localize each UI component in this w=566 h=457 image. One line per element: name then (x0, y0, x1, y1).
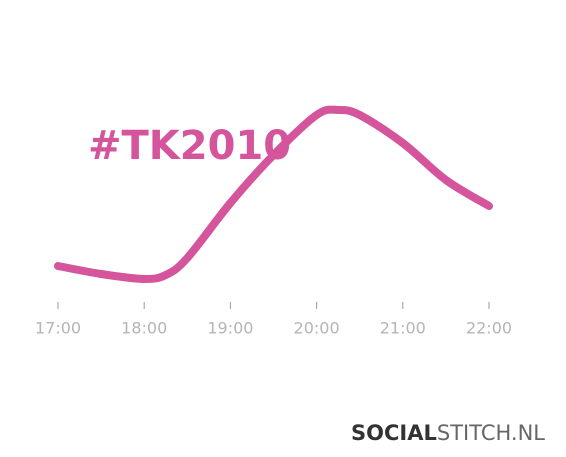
line (54, 105, 493, 284)
footer-brand: SOCIALSTITCH.NL (351, 421, 545, 445)
chart-title: #TK2010 (88, 123, 291, 169)
x-tick-label: 21:00 (380, 319, 426, 338)
brand-bold: SOCIAL (351, 421, 437, 445)
x-tick-label: 17:00 (35, 319, 81, 338)
x-tick-label: 20:00 (294, 319, 340, 338)
x-tick-label: 22:00 (466, 319, 512, 338)
x-tick-label: 19:00 (207, 319, 253, 338)
x-tick-label: 18:00 (121, 319, 167, 338)
brand-light: STITCH.NL (437, 421, 545, 445)
